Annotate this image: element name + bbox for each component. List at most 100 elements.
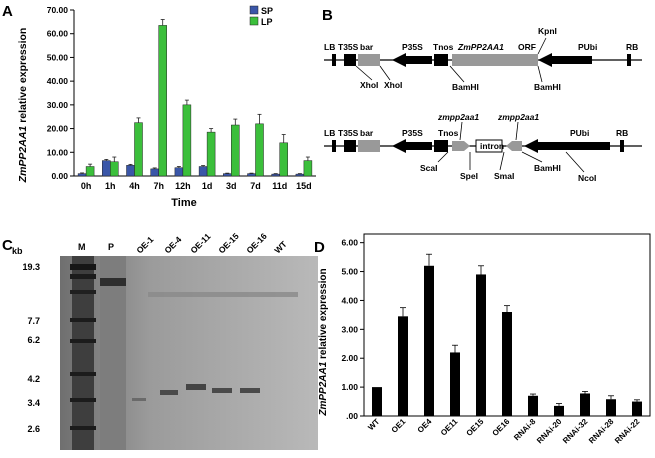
bar-box (358, 54, 380, 66)
chart-d-bar (398, 316, 408, 416)
chart-a-bar-sp (295, 173, 305, 177)
c2-lb: LB (324, 128, 335, 138)
chart-a-bar-sp (247, 173, 256, 177)
marker-2-6: 2.6 (27, 424, 40, 434)
chart-d: D ZmPP2AA1 relative expression .00 1.00 2.… (314, 233, 651, 446)
chart-d-xtick-label: RNAi-8 (512, 417, 538, 443)
ladder-lane (72, 256, 94, 450)
c1-orf: ORF (518, 42, 536, 52)
chart-a-bar-lp (279, 142, 288, 177)
c2-gene-antisense: zmpp2aa1 (497, 112, 539, 122)
chart-d-bar (528, 395, 538, 416)
panel-d: D ZmPP2AA1 relative expression .00 1.00 2.… (312, 228, 655, 458)
construct-rnai: LB T35S bar P35S Tnos intron PUbi RB zmp… (324, 112, 642, 183)
c2-antisense-arrow (506, 141, 522, 151)
c2-site-spei: SpeI (460, 171, 478, 181)
chart-a-ylabel-rest: relative expression (17, 28, 29, 126)
chart-a-bar-sp (77, 173, 87, 177)
c2-site-scai: ScaI (420, 163, 438, 173)
chart-a-ytick-label: 60.00 (47, 29, 69, 39)
c2-p35s-arrow (392, 139, 432, 153)
c2-pubi: PUbi (570, 128, 589, 138)
chart-a-xtick-label: 1d (202, 181, 213, 191)
chart-d-xtick-label: RNAi-20 (535, 417, 564, 446)
p35s-arrow (392, 53, 432, 67)
chart-d-ytick-label: 6.00 (341, 238, 358, 248)
chart-d-xtick-label: OE11 (439, 417, 460, 438)
c2-rb-border (620, 140, 624, 152)
chart-d-xtick-label: OE16 (491, 417, 512, 438)
chart-d-ytick-label: 4.00 (341, 295, 358, 305)
chart-a-bar-lp (85, 166, 95, 177)
chart-a-ylabel: ZmPP2AA1 relative expression (17, 28, 29, 184)
tnos-box (434, 54, 448, 66)
chart-a-bar-lp (134, 122, 143, 177)
chart-d-xtick-label: OE15 (465, 417, 486, 438)
chart-a-xtick-label: 15d (296, 181, 312, 191)
c2-intron: intron (480, 141, 504, 151)
c2-lb-border (332, 140, 336, 152)
chart-a-ytick-label: 10.00 (47, 147, 69, 157)
c1-site-bamhi-2: BamHI (534, 82, 561, 92)
chart-a-xtick-label: 11d (272, 181, 287, 191)
lane-oe-16: OE-16 (244, 231, 269, 256)
c2-tnos: Tnos (438, 128, 459, 138)
chart-d-bar (554, 405, 564, 416)
plasmid-lane (100, 256, 126, 450)
chart-a-legend-swatch-lp (249, 16, 259, 26)
chart-a-xtick-label: 12h (175, 181, 191, 191)
chart-d-xtick-label: OE1 (390, 417, 408, 435)
chart-d-bar (580, 393, 590, 416)
lane-oe-1: OE-1 (134, 234, 155, 255)
chart-d-bar (502, 312, 512, 416)
c2-sense-arrow (452, 141, 470, 151)
rb-border (627, 54, 631, 66)
chart-a-bar-sp (271, 173, 280, 177)
c2-gene-sense: zmpp2aa1 (437, 112, 479, 122)
panel-d-letter: D (314, 239, 325, 256)
blot-membrane (60, 256, 318, 450)
panel-b-letter: B (322, 7, 333, 24)
chart-d-bar (606, 399, 616, 416)
chart-d-ylabel: ZmPP2AA1 relative expression (318, 268, 329, 416)
chart-a-bar-lp (255, 123, 264, 177)
chart-a-bar-lp (206, 131, 216, 177)
chart-a-xtick-label: 3d (226, 181, 237, 191)
chart-d-xtick-label: RNAi-22 (613, 417, 642, 446)
lane-oe-11: OE-11 (188, 231, 212, 255)
chart-d-bar (424, 265, 434, 416)
c1-t35s: T35S (338, 42, 359, 52)
panel-a-letter: A (2, 3, 13, 20)
c2-rb: RB (616, 128, 628, 138)
chart-a-bar-sp (150, 168, 159, 177)
chart-a-bar-sp (223, 173, 232, 177)
chart-a-ytick-label: 30.00 (47, 100, 69, 110)
chart-d-ytick-label: 1.00 (341, 382, 358, 392)
chart-a-bar-lp (110, 161, 119, 177)
southern-blot: C kb 19.3 7.7 6.2 4.2 3.4 2.6 M P OE-1 O… (2, 231, 318, 450)
chart-d-ytick-label: .00 (346, 411, 358, 421)
chart-d-ytick-label: 3.00 (341, 324, 358, 334)
c2-site-ncoi: NcoI (578, 173, 596, 183)
chart-a-xtick-label: 1h (105, 181, 116, 191)
chart-d-bar (450, 352, 460, 416)
c1-site-bamhi-1: BamHI (452, 82, 479, 92)
chart-d-bar (372, 387, 382, 416)
c2-t35s: T35S (338, 128, 359, 138)
chart-d-xtick-label: RNAi-32 (561, 417, 590, 446)
lane-p: P (108, 242, 114, 252)
c1-site-xhoi-1: XhoI (360, 80, 378, 90)
chart-a-ytick-label: 40.00 (47, 76, 69, 86)
chart-a-ytick-label: 0.00 (51, 171, 68, 181)
construct-overexpression: LB T35S bar P35S Tnos ZmPP2AA1 ORF PUbi … (324, 26, 642, 92)
chart-a-ytick-label: 20.00 (47, 124, 69, 134)
chart-d-ytick-label: 2.00 (341, 353, 358, 363)
panel-c-letter: C (2, 237, 13, 254)
chart-a-ytick-label: 70.00 (47, 5, 69, 15)
marker-4-2: 4.2 (27, 374, 40, 384)
chart-a-xlabel: Time (171, 197, 196, 209)
chart-d-ylabel-rest: relative expression (318, 268, 329, 361)
chart-a-xtick-label: 0h (81, 181, 92, 191)
chart-a: A ZmPP2AA1 relative expression Time 0.00… (2, 3, 316, 209)
c2-t35s-box (344, 140, 356, 152)
